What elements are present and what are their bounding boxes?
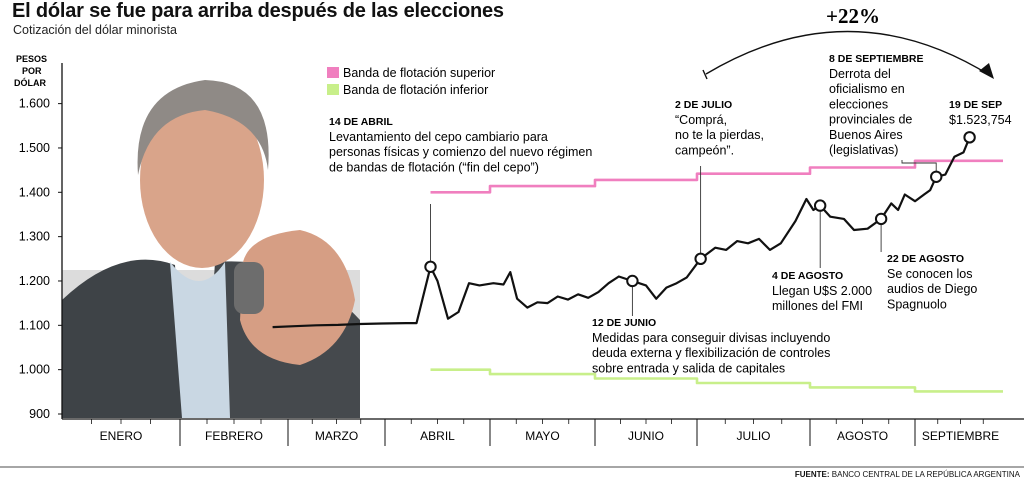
legend-swatch-upper: [327, 67, 339, 78]
y-axis-label-line: DÓLAR: [14, 77, 46, 88]
annotation-text: Spagnuolo: [887, 297, 947, 311]
event-marker: [930, 170, 943, 183]
y-tick-label: 1.100: [19, 318, 50, 332]
annotation-leaders: [430, 160, 937, 316]
annotation-text: provinciales de: [829, 113, 912, 127]
annotation-text: no te la pierdas,: [675, 128, 764, 142]
annotation-text: (legislativas): [829, 143, 898, 157]
annotation: 12 DE JUNIO Medidas para conseguir divisa…: [592, 317, 830, 375]
annotation-text: deuda externa y flexibilización de contr…: [592, 346, 830, 360]
month-label: JULIO: [736, 429, 770, 443]
annotation: 2 DE JULIO “Comprá,no te la pierdas,campe…: [675, 99, 764, 157]
annotation-date: 12 DE JUNIO: [592, 317, 656, 329]
annotation: 19 DE SEP $1.523,754: [949, 99, 1012, 127]
annotation-text: Derrota del: [829, 67, 891, 81]
y-tick-label: 1.300: [19, 230, 50, 244]
annotation-date: 19 DE SEP: [949, 99, 1002, 111]
source-text: BANCO CENTRAL DE LA REPÚBLICA ARGENTINA: [831, 470, 1020, 479]
chart-subtitle: Cotización del dólar minorista: [13, 23, 177, 37]
annotation-text: sobre entrada y salida de capitales: [592, 361, 785, 375]
y-tick-label: 900: [29, 407, 50, 421]
month-label: MAYO: [525, 429, 559, 443]
y-tick-label: 1.600: [19, 97, 50, 111]
chart-title: El dólar se fue para arriba después de l…: [12, 0, 504, 22]
annotation: 14 DE ABRIL Levantamiento del cepo cambia…: [329, 116, 592, 174]
annotation-text: elecciones: [829, 97, 888, 111]
portrait-photo: [62, 80, 360, 418]
upper-band-line: [430, 159, 1003, 194]
annotation-date: 14 DE ABRIL: [329, 116, 393, 128]
event-marker: [874, 212, 888, 226]
annotation-text: Llegan U$S 2.000: [772, 284, 872, 298]
series-layer: [272, 136, 1003, 393]
y-tick-label: 1.000: [19, 363, 50, 377]
legend-swatch-lower: [327, 84, 339, 95]
annotation-text: Medidas para conseguir divisas incluyend…: [592, 331, 830, 345]
month-label: SEPTIEMBRE: [922, 429, 999, 443]
annotation-text: $1.523,754: [949, 113, 1012, 127]
annotation-text: millones del FMI: [772, 299, 863, 313]
month-label: AGOSTO: [837, 429, 888, 443]
month-label: FEBRERO: [205, 429, 263, 443]
annotation-text: Se conocen los: [887, 267, 972, 281]
month-label: ABRIL: [420, 429, 455, 443]
annotation-date: 22 DE AGOSTO: [887, 253, 964, 265]
y-tick-label: 1.400: [19, 185, 50, 199]
legend-label-upper: Banda de flotación superior: [343, 66, 495, 80]
change-arc-start-tick: [702, 69, 708, 80]
event-marker: [424, 260, 437, 273]
event-marker: [813, 199, 827, 212]
annotation-text: personas físicas y comienzo del nuevo ré…: [329, 145, 592, 159]
annotation-date: 8 DE SEPTIEMBRE: [829, 53, 924, 65]
annotation-date: 4 DE AGOSTO: [772, 270, 843, 282]
y-tick-label: 1.200: [19, 274, 50, 288]
change-arc-arrowhead: [979, 63, 994, 79]
y-axis-label-line: PESOS: [16, 54, 47, 64]
x-axis-months: ENERO FEBRERO MARZO ABRIL MAYO JUNIO JULIO AGOS…: [0, 419, 1024, 468]
annotation-leader: [901, 160, 937, 172]
annotation-text: campeón”.: [675, 143, 734, 157]
annotation-text: Buenos Aires: [829, 128, 903, 142]
annotation-text: Levantamiento del cepo cambiario para: [329, 130, 548, 144]
lower-band-line: [430, 368, 1003, 393]
month-label: MARZO: [315, 429, 358, 443]
legend-label-lower: Banda de flotación inferior: [343, 83, 488, 97]
month-label: ENERO: [100, 429, 143, 443]
annotation-text: audios de Diego: [887, 282, 977, 296]
event-marker: [694, 252, 707, 266]
annotations: 14 DE ABRIL Levantamiento del cepo cambia…: [329, 53, 1012, 375]
event-marker: [626, 274, 639, 288]
change-label: +22%: [826, 4, 880, 28]
annotation-date: 2 DE JULIO: [675, 99, 732, 111]
source-label: FUENTE:: [794, 470, 830, 479]
event-marker: [963, 131, 976, 144]
event-markers: [424, 131, 976, 288]
annotation-text: oficialismo en: [829, 82, 905, 96]
y-axis-ticks: 900 1.000 1.100 1.200 1.300 1.400 1.500 1.600: [19, 97, 62, 421]
y-axis-label-line: POR: [22, 66, 42, 76]
dollar-line: [272, 136, 971, 329]
source-note: FUENTE: BANCO CENTRAL DE LA REPÚBLICA AR…: [795, 470, 1020, 479]
month-label: JUNIO: [628, 429, 664, 443]
y-tick-label: 1.500: [19, 141, 50, 155]
annotation-text: “Comprá,: [675, 113, 727, 127]
annotation-text: de bandas de flotación (“fin del cepo”): [329, 160, 539, 174]
change-arc: [705, 30, 992, 77]
